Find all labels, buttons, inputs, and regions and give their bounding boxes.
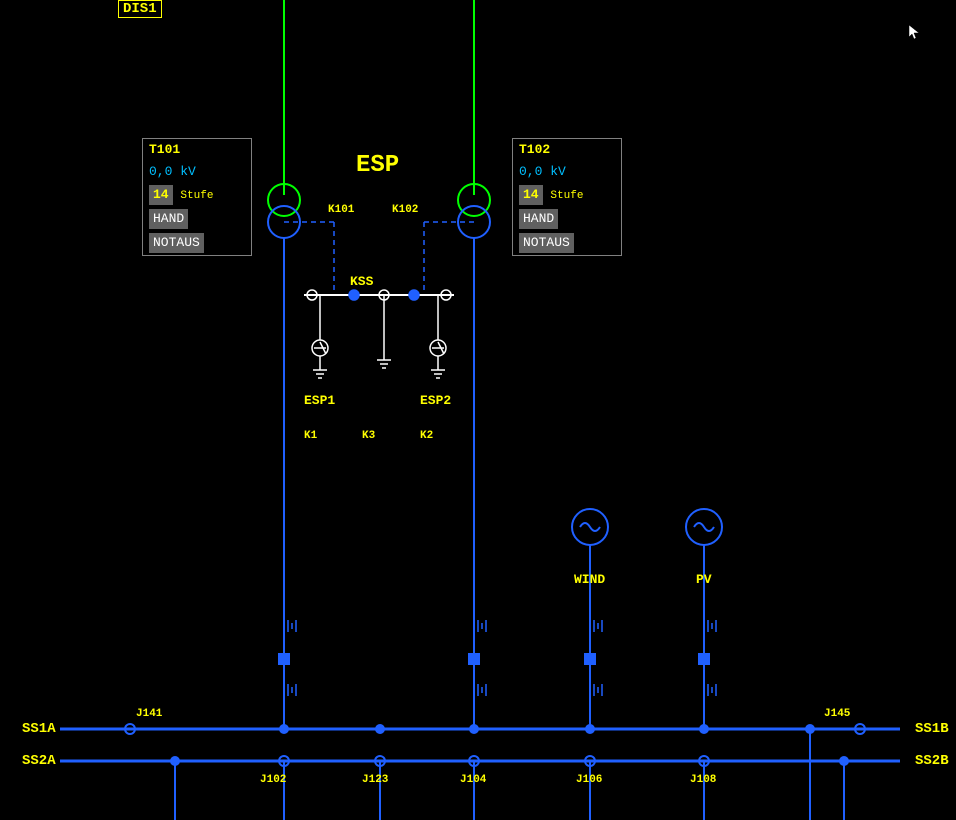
gen-wind-sine [580, 523, 600, 531]
ss2a-label: SS2A [22, 753, 56, 769]
kss-node-2 [349, 290, 359, 300]
disc-f3-lower [594, 684, 602, 696]
t101-box[interactable]: T101 0,0 kV 14 Stufe HAND NOTAUS [142, 138, 252, 256]
single-line-diagram [0, 0, 956, 820]
gen-pv-sine [694, 523, 714, 531]
j108-label: J108 [690, 774, 716, 786]
disc-f1-lower [288, 684, 296, 696]
t101-tap-label: Stufe [180, 190, 213, 202]
esp1-label: ESP1 [304, 393, 335, 408]
esp1-symbol [312, 340, 328, 378]
t102-tap[interactable]: 14 [519, 185, 543, 205]
t101-mode[interactable]: HAND [149, 209, 188, 229]
t102-name: T102 [519, 142, 550, 157]
j104-label: J104 [460, 774, 486, 786]
k2-label: K2 [420, 430, 433, 442]
disc-f2-upper [478, 620, 486, 632]
pv-label: PV [696, 572, 712, 587]
t101-estop[interactable]: NOTAUS [149, 233, 204, 253]
bus1-node-j123a [375, 724, 385, 734]
breaker-f2 [468, 653, 480, 665]
bus1-node-f2 [469, 724, 479, 734]
esp2-label: ESP2 [420, 393, 451, 408]
disc-f4-lower [708, 684, 716, 696]
disc-f1-upper [288, 620, 296, 632]
bus1-node-f1 [279, 724, 289, 734]
j123-label: J123 [362, 774, 388, 786]
t101-voltage: 0,0 kV [149, 164, 196, 179]
t102-voltage: 0,0 kV [519, 164, 566, 179]
bus1-node-f3 [585, 724, 595, 734]
bus1-node-f4 [699, 724, 709, 734]
esp-mid-ground [377, 360, 391, 368]
disc-f3-upper [594, 620, 602, 632]
j145-label: J145 [824, 708, 850, 720]
t102-estop[interactable]: NOTAUS [519, 233, 574, 253]
t101-name: T101 [149, 142, 180, 157]
t102-box[interactable]: T102 0,0 kV 14 Stufe HAND NOTAUS [512, 138, 622, 256]
kss-label: KSS [350, 274, 373, 289]
j102-label: J102 [260, 774, 286, 786]
k1-label: K1 [304, 430, 317, 442]
k3-label: K3 [362, 430, 375, 442]
t102-tap-label: Stufe [550, 190, 583, 202]
breaker-f1 [278, 653, 290, 665]
cursor-icon [908, 24, 924, 40]
title-esp: ESP [356, 152, 399, 179]
kss-node-4 [409, 290, 419, 300]
ss1a-label: SS1A [22, 721, 56, 737]
breaker-f3 [584, 653, 596, 665]
k101-label: K101 [328, 204, 354, 216]
j106-label: J106 [576, 774, 602, 786]
t102-mode[interactable]: HAND [519, 209, 558, 229]
disc-f4-upper [708, 620, 716, 632]
ss1b-label: SS1B [915, 721, 949, 737]
disc-f2-lower [478, 684, 486, 696]
breaker-f4 [698, 653, 710, 665]
dis1-label[interactable]: DIS1 [118, 0, 162, 18]
k102-label: K102 [392, 204, 418, 216]
ss2b-label: SS2B [915, 753, 949, 769]
t101-tap[interactable]: 14 [149, 185, 173, 205]
esp2-symbol [430, 340, 446, 378]
wind-label: WIND [574, 572, 605, 587]
j141-label: J141 [136, 708, 162, 720]
